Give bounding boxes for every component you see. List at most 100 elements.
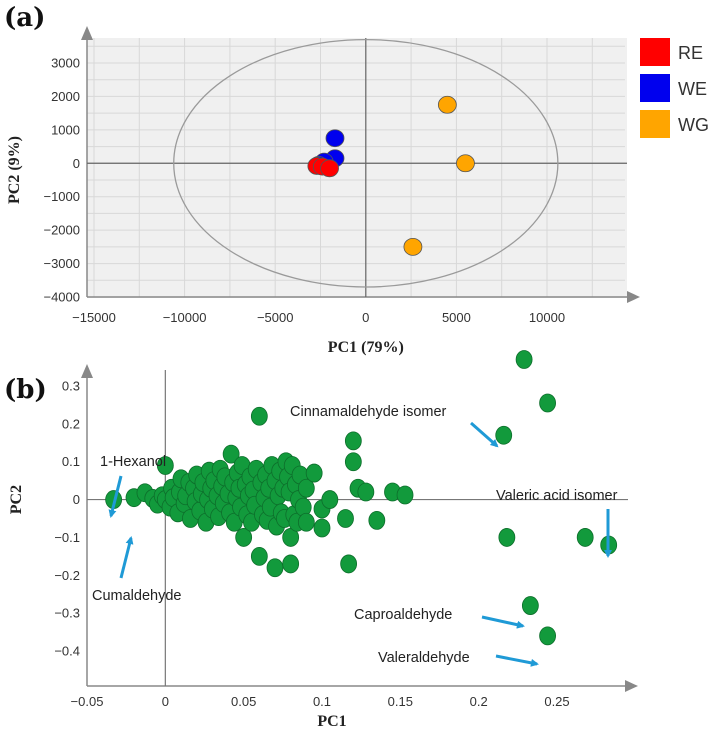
variable-point [340,554,358,574]
annotation-arrow [119,536,134,579]
panel-a-axes [81,26,640,303]
panel-a-ticks: −15000 −10000 −5000 0 5000 10000−4000−3000−20… [43,56,565,326]
annotation-arrow [481,615,525,629]
panel-a-plot-area [87,38,627,298]
variable-point [297,478,315,498]
variable-point [498,528,516,547]
panel-b: (b) −0.05 0 0.05 0.1 0.15 0.2 0.25 −0.4 −0.3 −0.2… [4,350,638,730]
panel-b-axes [81,364,638,692]
point-wg [437,95,457,114]
variable-point [250,406,268,426]
point-wg [456,154,475,173]
x-tick-label: 0.2 [470,694,488,709]
variable-point [297,512,315,532]
annotation-label: Valeric acid isomer [496,488,618,504]
variable-point [521,596,539,615]
point-re [320,159,339,178]
panel-a-x-axis-title: PC1 (79%) [328,339,404,356]
panel-b-label: (b) [4,375,47,405]
variable-point [156,456,174,475]
y-tick-label: −0.1 [54,530,80,545]
legend: RE WE WG [640,38,709,138]
legend-label-wg: WG [678,115,709,135]
variable-point [235,528,253,547]
y-tick-label: 0 [73,492,80,507]
y-tick-label: −3000 [43,256,80,271]
variable-point [313,518,331,538]
point-wg [403,237,423,256]
legend-swatch-we [640,74,670,102]
variable-point [368,510,386,530]
y-axis-arrow [81,364,93,378]
annotation-label: 1-Hexanol [100,454,166,470]
confidence-ellipse [173,38,559,288]
variable-point [515,350,533,369]
legend-swatch-wg [640,110,670,138]
panel-b-ticks: −0.05 0 0.05 0.1 0.15 0.2 0.25 −0.4 −0.3 −0.2 −0.1… [54,379,569,710]
variable-point [495,425,513,445]
x-tick-label: −10000 [163,310,207,325]
x-tick-label: 0 [362,310,369,325]
x-tick-label: 0.05 [231,694,256,709]
y-tick-label: 0.3 [62,379,80,394]
variable-point [539,393,556,413]
annotation-arrow [108,475,123,518]
y-tick-label: −0.2 [54,568,80,583]
y-tick-label: 1000 [51,122,80,137]
variable-point [344,431,362,451]
x-axis-arrow [627,291,640,303]
panel-a: (a) −15000 −10000 −5000 0 5000 10000−4000−300… [4,3,709,356]
y-tick-label: 0.1 [62,454,80,469]
variable-point [576,528,594,547]
legend-swatch-re [640,38,670,66]
y-tick-label: 2000 [51,89,80,104]
panel-a-y-axis-title: PC2 (9%) [6,136,23,204]
variable-point [266,558,284,578]
legend-label-re: RE [678,43,703,63]
x-tick-label: 0.15 [388,694,413,709]
y-axis-arrow [81,26,93,40]
panel-a-label: (a) [4,3,45,33]
panel-b-y-axis-title: PC2 [8,485,25,514]
panel-b-annotations: Cinnamaldehyde isomer 1-Hexanol Valeric ac… [92,404,618,667]
variable-point [539,626,556,646]
panel-b-x-axis-title: PC1 [317,713,346,730]
y-tick-label: −2000 [43,223,80,238]
y-tick-label: −0.4 [54,644,80,659]
x-tick-label: 5000 [442,310,471,325]
variable-point [305,463,323,483]
annotation-label: Cumaldehyde [92,588,181,604]
variable-point [344,452,362,472]
point-we [325,129,345,148]
annotation-arrow [470,421,499,448]
variable-point [337,509,354,528]
x-tick-label: −5000 [257,310,294,325]
y-tick-label: −1000 [43,189,80,204]
legend-label-we: WE [678,79,707,99]
x-tick-label: 10000 [529,310,565,325]
x-axis-arrow [625,680,638,692]
variable-point [282,554,300,574]
y-tick-label: −4000 [43,290,80,305]
x-tick-label: −15000 [72,310,116,325]
panel-a-points [307,95,475,256]
annotation-label: Caproaldehyde [354,607,452,623]
panel-b-points [105,350,618,646]
variable-point [396,485,414,505]
variable-point [357,482,375,502]
y-tick-label: −0.3 [54,606,80,621]
annotation-label: Valeraldehyde [378,650,470,666]
variable-point [250,546,268,566]
annotation-arrow [495,654,539,667]
variable-point [321,490,339,509]
y-tick-label: 0.2 [62,416,80,431]
x-tick-label: 0.1 [313,694,331,709]
y-tick-label: 3000 [51,56,80,71]
x-tick-label: −0.05 [71,694,104,709]
x-tick-label: 0.25 [544,694,569,709]
x-tick-label: 0 [162,694,169,709]
variable-point [222,444,240,464]
annotation-label: Cinnamaldehyde isomer [290,404,447,420]
y-tick-label: 0 [73,156,80,171]
